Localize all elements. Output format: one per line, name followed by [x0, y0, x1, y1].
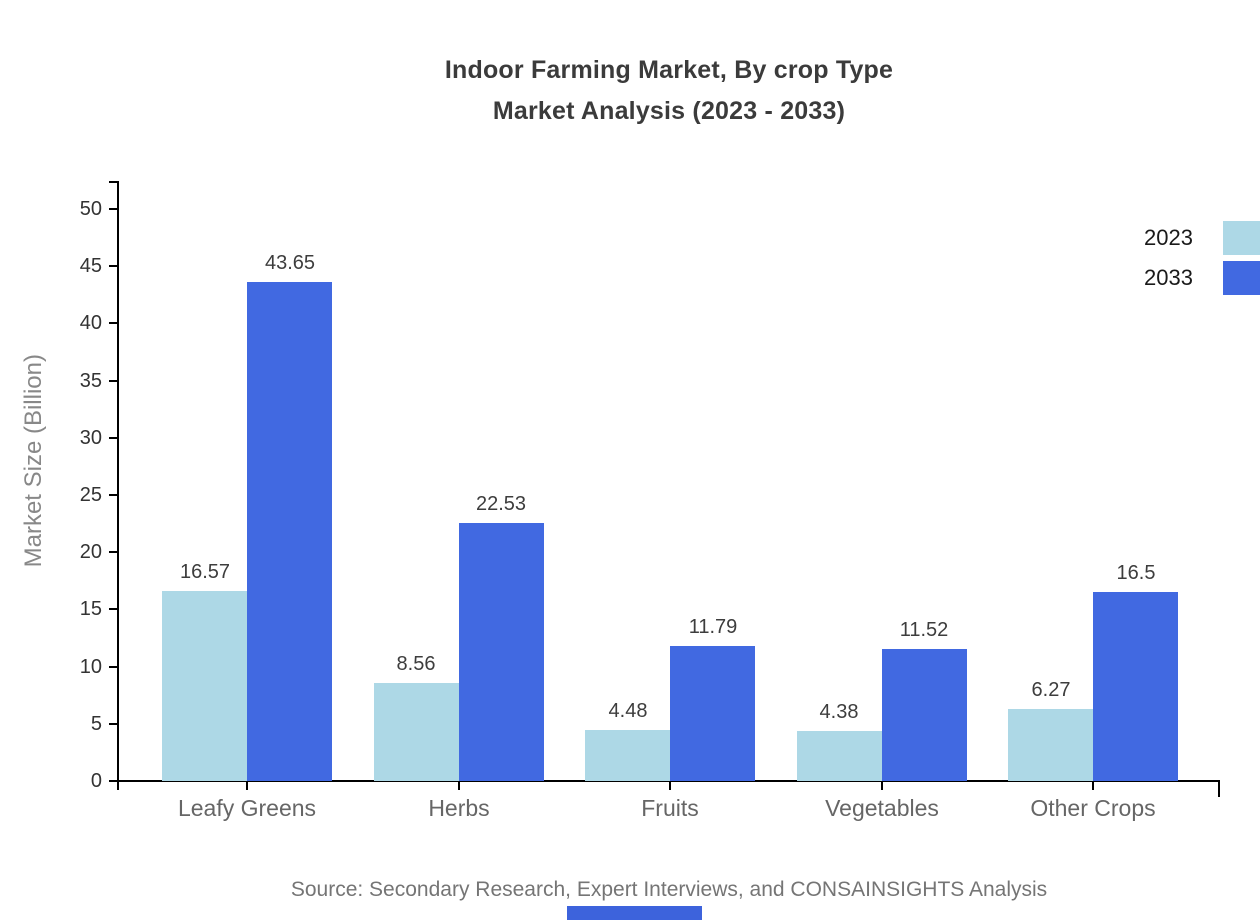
bar-value-label: 22.53: [475, 493, 527, 515]
y-tick-label: 50: [79, 198, 102, 220]
x-tick-mark: [669, 782, 671, 790]
bottom-blue-strip: [567, 906, 702, 920]
bar-value-label: 11.52: [899, 619, 949, 641]
bar-2033-leafy-greens: [247, 282, 332, 781]
y-tick-mark: [109, 437, 117, 439]
y-axis-endcap: [109, 181, 117, 183]
bar-value-label: 4.38: [819, 701, 859, 723]
y-tick-label: 45: [79, 255, 102, 277]
y-tick-mark: [109, 265, 117, 267]
bar-value-label: 11.79: [688, 616, 738, 638]
category-label-other-crops: Other Crops: [1030, 795, 1156, 821]
legend: 2023 2033: [1144, 221, 1260, 295]
category-label-fruits: Fruits: [641, 795, 699, 821]
y-tick-mark: [109, 723, 117, 725]
bar-2023-fruits: [585, 730, 670, 781]
bar-2023-leafy-greens: [162, 591, 247, 781]
y-tick-label: 5: [90, 713, 102, 735]
legend-color-swatch: [1223, 221, 1260, 255]
bar-value-label: 16.57: [179, 561, 231, 583]
bar-2023-other-crops: [1008, 709, 1093, 781]
y-tick-label: 30: [79, 427, 102, 449]
y-tick-label: 40: [79, 312, 102, 334]
legend-item-2023: 2023: [1144, 221, 1260, 255]
y-tick-label: 35: [79, 370, 102, 392]
y-tick-mark: [109, 380, 117, 382]
bar-value-label: 6.27: [1031, 679, 1071, 701]
chart-title: Indoor Farming Market, By crop Type Mark…: [118, 50, 1220, 132]
bar-2033-herbs: [459, 523, 544, 781]
x-axis-line: [110, 780, 1220, 782]
bar-2033-other-crops: [1093, 592, 1178, 781]
chart-title-line2: Market Analysis (2023 - 2033): [492, 97, 846, 125]
x-tick-mark: [246, 782, 248, 790]
y-tick-label: 20: [79, 541, 102, 563]
x-tick-mark: [881, 782, 883, 790]
bar-2033-fruits: [670, 646, 755, 781]
y-tick-mark: [109, 551, 117, 553]
x-tick-mark: [458, 782, 460, 790]
bar-value-label: 8.56: [396, 653, 436, 675]
x-tick-mark: [1092, 782, 1094, 790]
category-label-vegetables: Vegetables: [825, 795, 939, 821]
legend-item-label: 2033: [1144, 265, 1193, 290]
y-tick-label: 25: [79, 484, 102, 506]
y-tick-mark: [109, 666, 117, 668]
chart-title-line1: Indoor Farming Market, By crop Type: [444, 56, 894, 84]
source-note: Source: Secondary Research, Expert Inter…: [290, 878, 1048, 901]
category-label-herbs: Herbs: [428, 795, 490, 821]
y-axis-line: [117, 181, 119, 790]
y-tick-mark: [109, 322, 117, 324]
y-tick-mark: [109, 208, 117, 210]
bar-value-label: 4.48: [608, 700, 648, 722]
legend-color-swatch: [1223, 261, 1260, 295]
y-tick-label: 10: [79, 656, 102, 678]
y-tick-label: 0: [90, 770, 102, 792]
category-label-leafy-greens: Leafy Greens: [177, 795, 317, 821]
bar-value-label: 43.65: [264, 252, 316, 274]
legend-item-2033: 2033: [1144, 261, 1260, 295]
y-tick-mark: [109, 608, 117, 610]
bar-value-label: 16.5: [1116, 562, 1156, 584]
y-tick-label: 15: [79, 598, 102, 620]
y-tick-mark: [109, 494, 117, 496]
x-axis-endcap: [1218, 780, 1220, 797]
bar-2023-herbs: [374, 683, 459, 781]
bar-2023-vegetables: [797, 731, 882, 781]
bar-2033-vegetables: [882, 649, 967, 781]
y-tick-mark: [109, 780, 117, 782]
legend-item-label: 2023: [1144, 225, 1193, 250]
